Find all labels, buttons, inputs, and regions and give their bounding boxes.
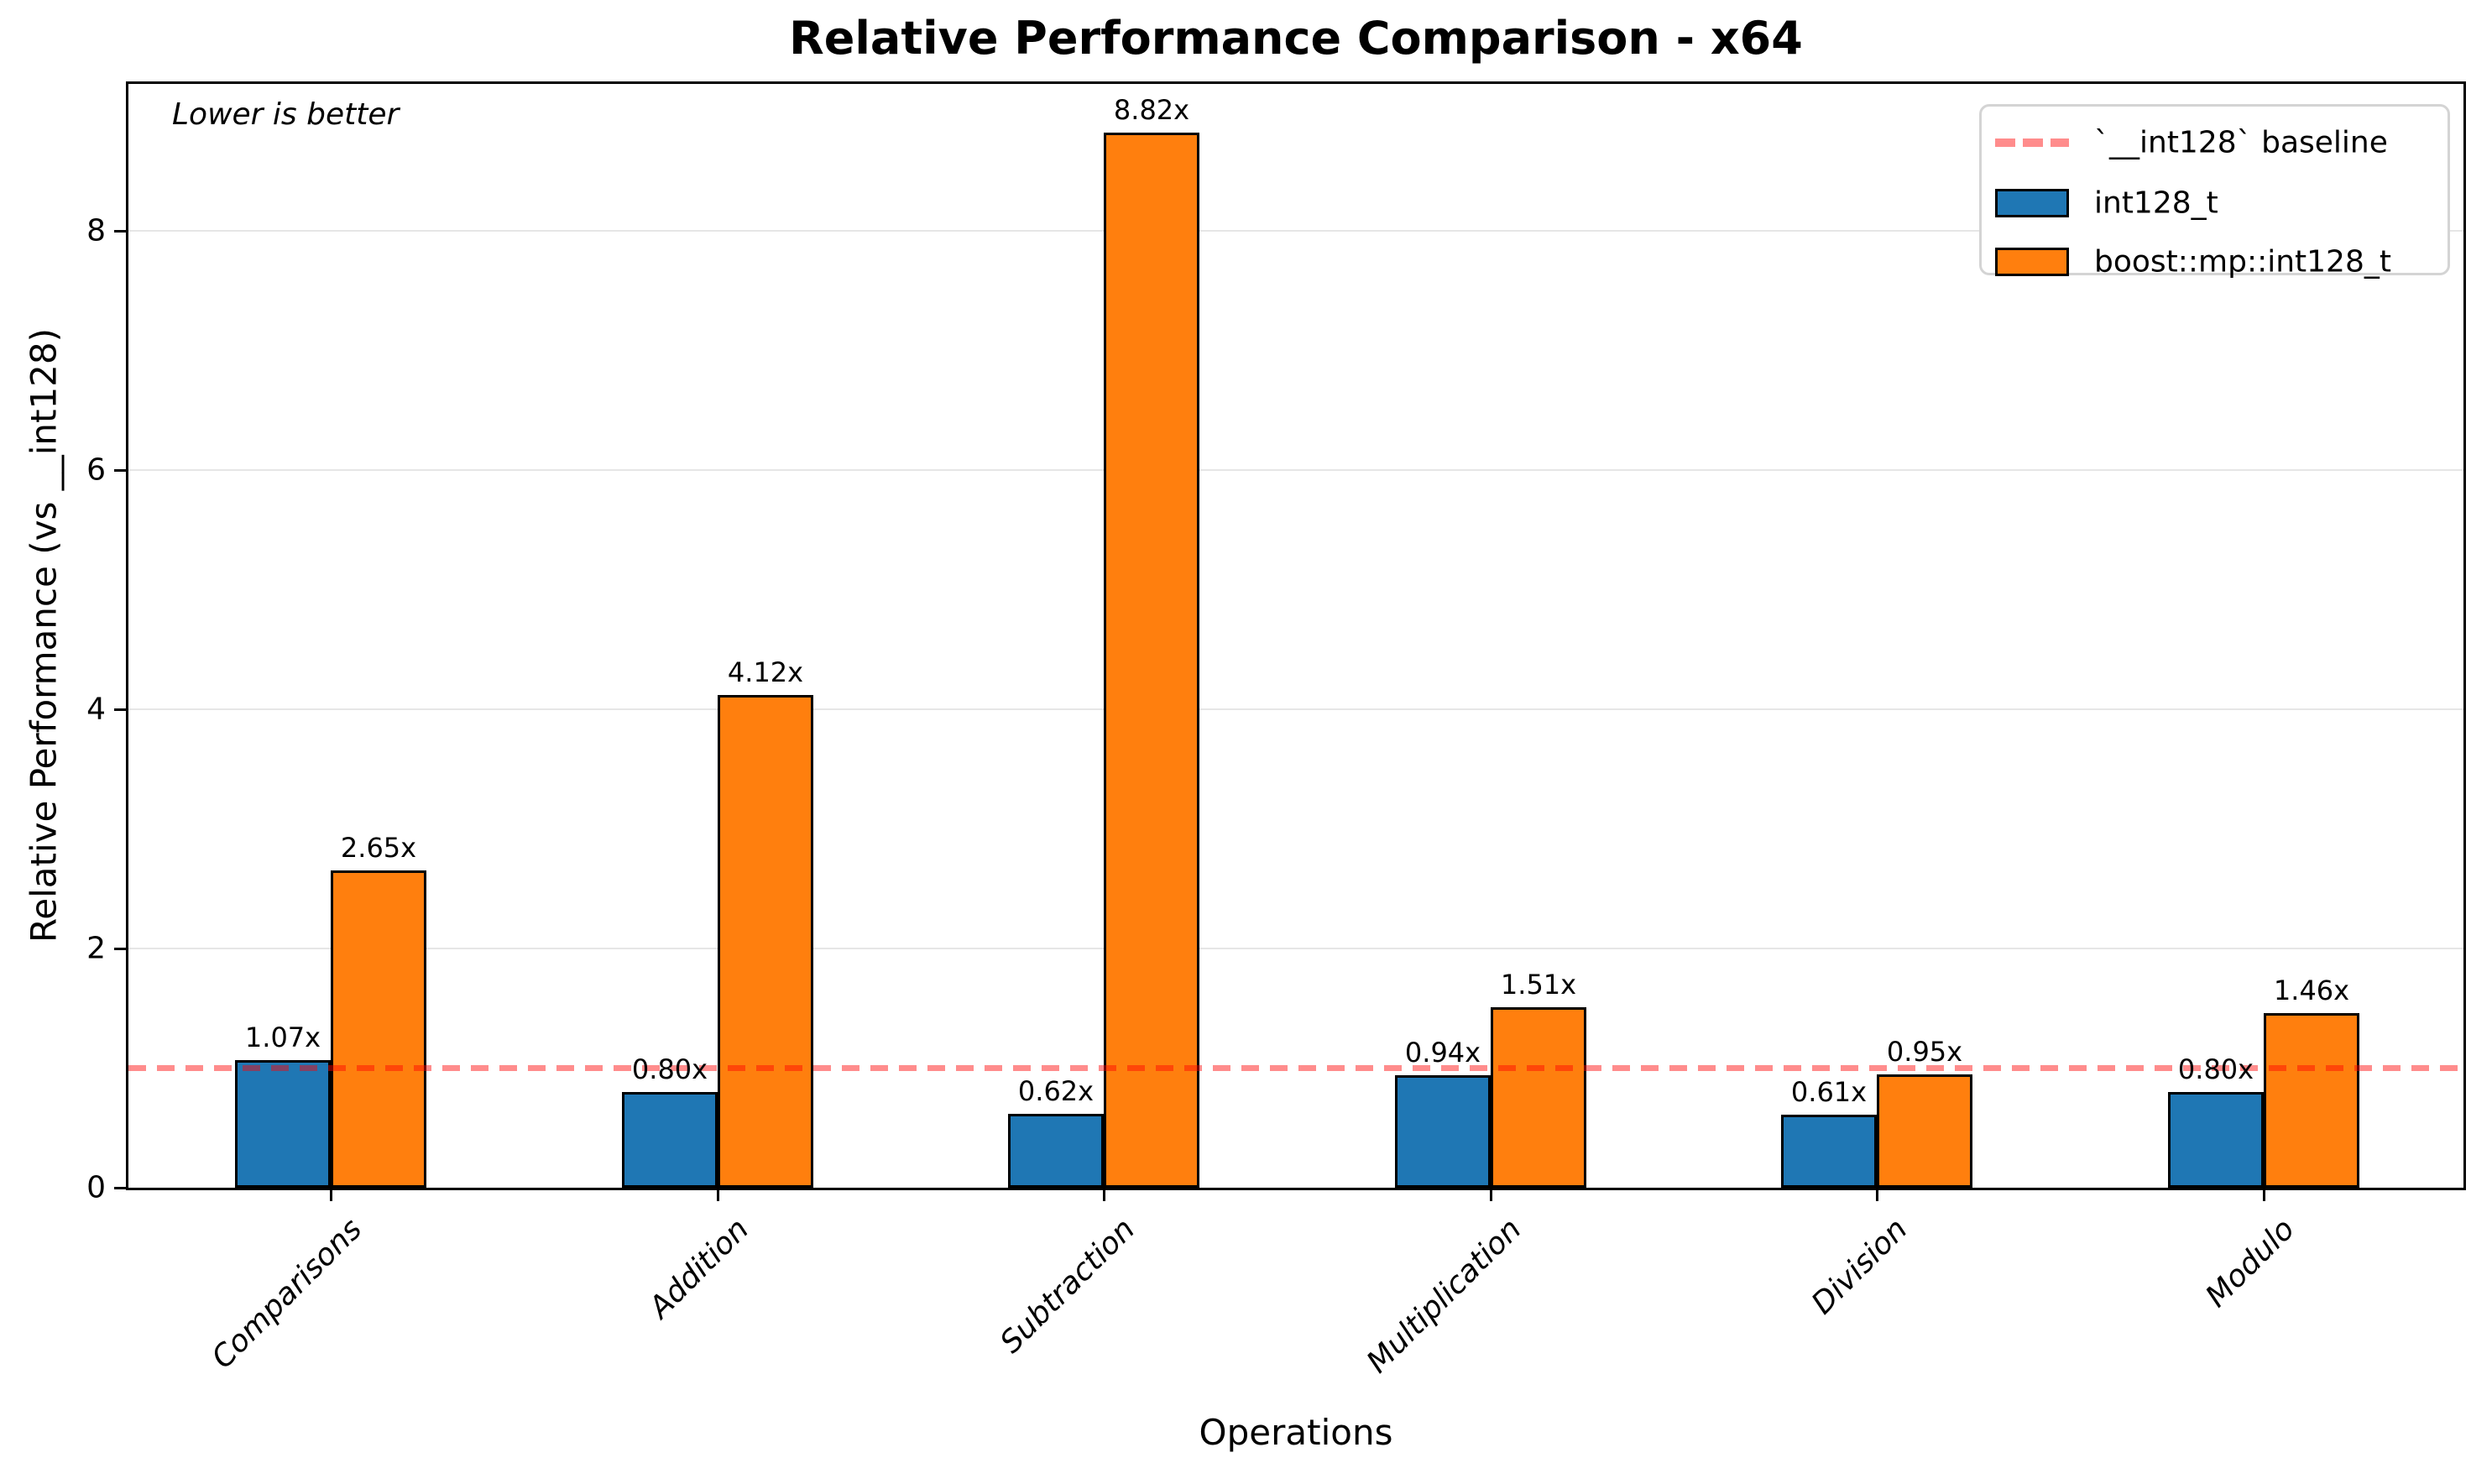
y-tick-8 — [114, 229, 126, 233]
legend: `__int128` baseline int128_t boost::mp::… — [1979, 104, 2450, 280]
gridline-y2 — [128, 948, 2463, 949]
bar-value-label-int128_t-Addition: 0.80x — [631, 1053, 708, 1085]
bar-value-label-boost::mp::int128_t-Comparisons: 2.65x — [340, 832, 417, 864]
y-tick-label-2: 2 — [86, 931, 106, 966]
y-tick-0 — [114, 1186, 126, 1189]
bar-int128_t-Addition — [622, 1092, 718, 1188]
bar-int128_t-Comparisons — [235, 1060, 331, 1188]
y-tick-label-0: 0 — [86, 1170, 106, 1205]
y-tick-4 — [114, 708, 126, 711]
bar-value-label-boost::mp::int128_t-Multiplication: 1.51x — [1500, 969, 1577, 1001]
y-tick-label-6: 6 — [86, 452, 106, 488]
boost-int128_t-swatch-icon — [1995, 248, 2069, 276]
y-tick-label-8: 8 — [86, 213, 106, 248]
x-tick-label-Subtraction: Subtraction — [993, 1212, 1142, 1361]
legend-label-boost-int128_t: boost::mp::int128_t — [2094, 244, 2391, 280]
bar-value-label-int128_t-Division: 0.61x — [1790, 1076, 1868, 1108]
gridline-y4 — [128, 708, 2463, 710]
bar-boost::mp::int128_t-Addition — [718, 695, 813, 1188]
bar-boost::mp::int128_t-Comparisons — [331, 870, 426, 1188]
legend-label-baseline: `__int128` baseline — [2094, 125, 2388, 160]
x-tick-Subtraction — [1102, 1190, 1105, 1201]
int128_t-swatch-icon — [1995, 189, 2069, 217]
baseline-dash-swatch-icon — [1995, 138, 2069, 147]
bar-int128_t-Subtraction — [1008, 1114, 1104, 1188]
x-tick-label-Multiplication: Multiplication — [1361, 1212, 1528, 1380]
bar-int128_t-Multiplication — [1395, 1075, 1491, 1188]
x-tick-Comparisons — [329, 1190, 332, 1201]
bar-boost::mp::int128_t-Subtraction — [1104, 133, 1199, 1188]
x-tick-label-Modulo: Modulo — [2199, 1212, 2301, 1314]
bar-value-label-int128_t-Modulo: 0.80x — [2177, 1053, 2254, 1085]
x-tick-label-Division: Division — [1805, 1212, 1915, 1321]
x-tick-Addition — [716, 1190, 719, 1201]
bar-int128_t-Modulo — [2168, 1092, 2264, 1188]
chart-title: Relative Performance Comparison - x64 — [789, 12, 1803, 65]
y-axis-label: Relative Performance (vs __int128) — [23, 327, 65, 943]
bar-value-label-boost::mp::int128_t-Division: 0.95x — [1886, 1036, 1963, 1068]
gridline-y8 — [128, 230, 2463, 232]
bar-int128_t-Division — [1781, 1115, 1877, 1188]
y-tick-6 — [114, 468, 126, 472]
x-tick-Division — [1875, 1190, 1878, 1201]
y-tick-2 — [114, 947, 126, 950]
x-tick-Modulo — [2262, 1190, 2265, 1201]
y-tick-label-4: 4 — [86, 692, 106, 727]
bar-value-label-int128_t-Comparisons: 1.07x — [244, 1022, 321, 1053]
baseline-dashed-line — [128, 1065, 2463, 1071]
x-axis-label: Operations — [1199, 1412, 1393, 1453]
bar-boost::mp::int128_t-Multiplication — [1491, 1007, 1586, 1188]
x-tick-label-Addition: Addition — [642, 1212, 755, 1325]
bar-value-label-boost::mp::int128_t-Modulo: 1.46x — [2273, 975, 2350, 1006]
legend-label-int128_t: int128_t — [2094, 186, 2218, 221]
bar-value-label-boost::mp::int128_t-Addition: 4.12x — [727, 656, 804, 688]
bar-boost::mp::int128_t-Modulo — [2264, 1013, 2359, 1188]
bar-value-label-int128_t-Subtraction: 0.62x — [1017, 1075, 1094, 1107]
bar-value-label-boost::mp::int128_t-Subtraction: 8.82x — [1113, 94, 1190, 126]
bar-boost::mp::int128_t-Division — [1877, 1074, 1972, 1188]
gridline-y6 — [128, 469, 2463, 471]
x-tick-Multiplication — [1489, 1190, 1492, 1201]
annotation-lower-is-better: Lower is better — [172, 97, 400, 132]
x-tick-label-Comparisons: Comparisons — [205, 1212, 368, 1376]
bar-value-label-int128_t-Multiplication: 0.94x — [1404, 1037, 1481, 1069]
